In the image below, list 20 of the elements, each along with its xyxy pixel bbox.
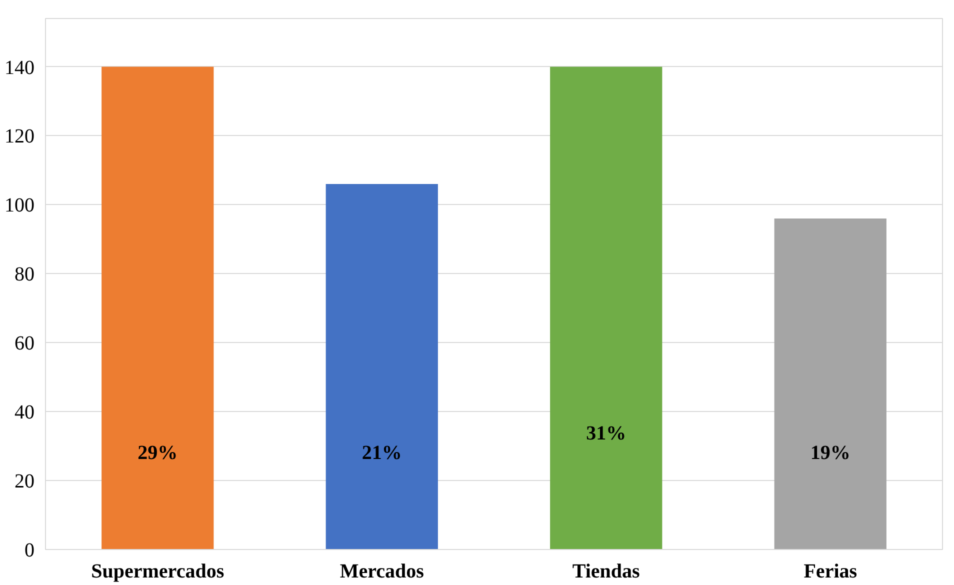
bar	[550, 66, 662, 550]
annotation: 31%	[586, 422, 626, 445]
annotation: 19%	[810, 442, 850, 464]
annotation: 21%	[362, 442, 402, 464]
x-tick-label: Mercados	[340, 560, 424, 582]
y-tick-label: 120	[4, 126, 34, 148]
y-tick-label: 80	[14, 264, 34, 286]
y-tick-label: 0	[24, 540, 34, 562]
x-tick-label: Ferias	[804, 560, 858, 582]
x-tick-label: Tiendas	[572, 560, 640, 582]
y-tick-label: 40	[14, 402, 34, 424]
y-tick-label: 60	[14, 332, 34, 355]
y-tick-label: 100	[4, 194, 34, 217]
annotation: 29%	[138, 442, 178, 464]
y-tick-label: 140	[4, 56, 34, 79]
bar	[774, 218, 886, 550]
bar	[102, 66, 214, 550]
y-tick-label: 20	[14, 470, 34, 493]
bar	[326, 184, 438, 550]
x-tick-label: Supermercados	[91, 560, 224, 582]
